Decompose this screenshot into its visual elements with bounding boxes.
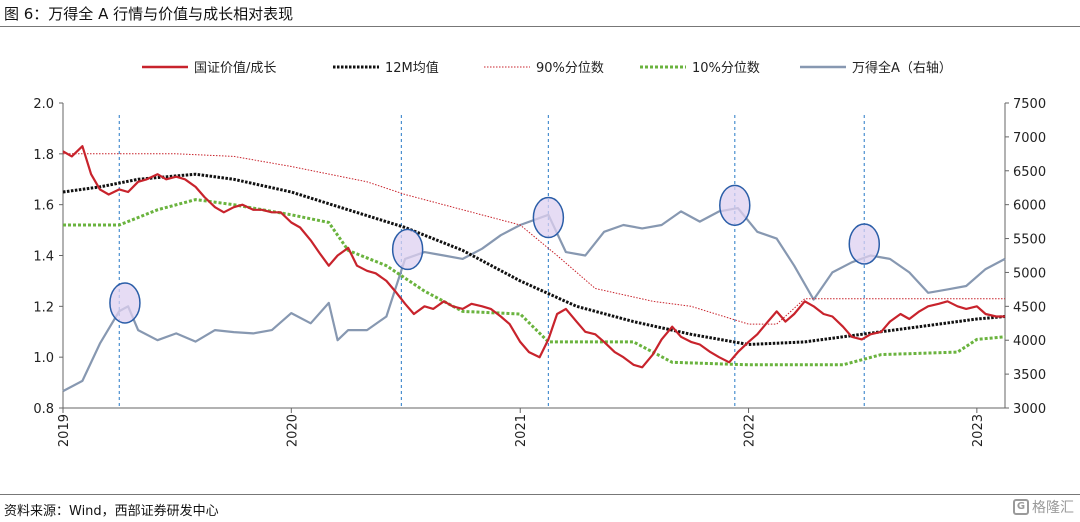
series-line-2 [63, 153, 1005, 325]
annotation-circle [391, 228, 424, 271]
annotation-circle [532, 196, 565, 239]
right-tick-label: 7000 [1013, 131, 1046, 146]
series-line-0 [62, 145, 1005, 369]
legend-label-1: 12M均值 [385, 60, 439, 76]
left-tick-label: 1.6 [33, 199, 54, 214]
x-tick-label: 2020 [285, 414, 300, 447]
left-tick-label: 2.0 [33, 97, 54, 112]
figure-title: 图 6：万得全 A 行情与价值与成长相对表现 [4, 5, 294, 23]
right-tick-label: 5000 [1013, 266, 1046, 281]
annotation-circle [848, 223, 881, 265]
source-note: 资料来源：Wind，西部证券研发中心 [4, 504, 219, 519]
right-tick-label: 3500 [1013, 368, 1046, 383]
left-tick-label: 1.8 [33, 148, 54, 163]
x-tick-label: 2023 [971, 414, 986, 447]
right-tick-label: 7500 [1013, 97, 1046, 112]
right-tick-label: 6500 [1013, 165, 1046, 180]
right-tick-label: 6000 [1013, 199, 1046, 214]
chart: 0.8 1.0 1.2 1.4 1.6 1.8 2.0 3000 3500 4000 4500 500… [33, 60, 1046, 447]
series-line-1 [62, 172, 1006, 346]
series-line-3 [63, 198, 1006, 367]
right-tick-label: 4000 [1013, 334, 1046, 349]
watermark-logo-icon: G [1013, 499, 1029, 515]
annotation-circle [109, 282, 141, 324]
left-tick-label: 1.0 [33, 351, 54, 366]
watermark-text: 格隆汇 [1032, 500, 1074, 516]
right-tick-label: 3000 [1013, 402, 1046, 417]
series-line-4 [62, 207, 1006, 393]
left-tick-label: 1.4 [33, 250, 54, 265]
legend-label-4: 万得全A（右轴） [852, 60, 952, 76]
left-tick-label: 1.2 [33, 300, 54, 315]
x-tick-label: 2022 [743, 414, 758, 447]
right-tick-label: 4500 [1013, 300, 1046, 315]
bottom-rule [0, 494, 1080, 495]
left-tick-label: 0.8 [33, 402, 54, 417]
x-tick-label: 2021 [514, 414, 529, 447]
top-rule [0, 26, 1080, 27]
annotation-circle [719, 184, 751, 227]
right-tick-label: 5500 [1013, 233, 1046, 248]
watermark: G 格隆汇 [1013, 497, 1074, 517]
x-tick-label: 2019 [57, 414, 72, 447]
legend-label-0: 国证价值/成长 [194, 60, 276, 76]
legend-label-3: 10%分位数 [692, 61, 760, 76]
legend-label-2: 90%分位数 [536, 61, 604, 76]
